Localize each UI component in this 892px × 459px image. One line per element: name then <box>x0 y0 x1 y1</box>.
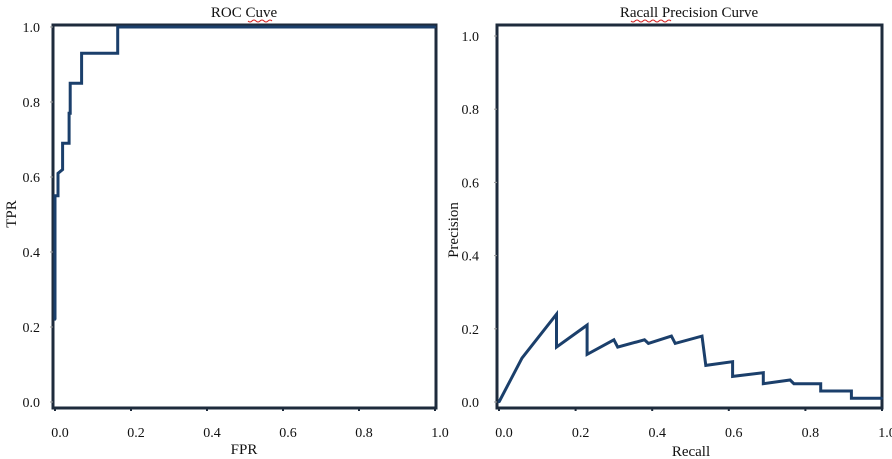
roc-title: ROC Cuve <box>211 5 278 21</box>
roc-curve-point <box>80 52 83 55</box>
roc-axes-frame <box>51 23 438 410</box>
roc-curve-point <box>53 318 57 321</box>
pr-curve-line <box>497 309 882 403</box>
pr-curve-point <box>731 375 734 378</box>
roc-curve-point <box>67 142 71 145</box>
roc-ytick-label: 0.6 <box>23 171 41 186</box>
pr-xtick-label: 0.2 <box>572 426 590 441</box>
precision-recall-panel: Racall Precision Curve Recall Precision … <box>446 5 892 459</box>
pr-curve-point <box>585 353 589 356</box>
pr-curve-point <box>700 334 704 338</box>
pr-xlabel: Recall <box>672 444 710 459</box>
pr-curve-point <box>673 342 677 345</box>
pr-curve-point <box>497 400 501 404</box>
roc-curve-point <box>80 82 83 85</box>
roc-ytick-label: 0.8 <box>23 96 41 111</box>
roc-curve-point <box>56 194 60 197</box>
pr-curve-point <box>762 371 765 374</box>
roc-curve-line <box>53 25 435 320</box>
roc-curve-point <box>69 82 72 85</box>
pr-title: Racall Precision Curve <box>620 5 759 21</box>
roc-curve-point <box>116 25 119 29</box>
roc-ytick-label: 1.0 <box>23 21 41 36</box>
pr-curve-point <box>788 378 792 382</box>
pr-curve-point <box>585 323 589 327</box>
pr-curve-point <box>555 312 558 316</box>
pr-curve-point <box>520 356 524 360</box>
pr-ytick-label: 0.4 <box>462 250 480 265</box>
roc-xtick-label: 0.4 <box>203 426 221 441</box>
pr-ytick-label: 0.6 <box>462 176 480 191</box>
roc-curve-point <box>69 112 72 115</box>
pr-curve-point <box>731 360 734 363</box>
pr-curve-point <box>670 334 673 338</box>
roc-xtick-label: 0.8 <box>355 426 373 441</box>
pr-xtick-label: 1.0 <box>878 426 892 441</box>
pr-ylabel: Precision <box>446 202 462 258</box>
roc-ytick-label: 0.4 <box>23 246 41 261</box>
pr-curve-point <box>704 364 708 367</box>
roc-xtick-label: 1.0 <box>431 426 449 441</box>
pr-xtick-label: 0.6 <box>725 426 743 441</box>
pr-curve-point <box>850 397 853 400</box>
roc-curve-point <box>116 52 119 55</box>
pr-curve-point <box>612 338 616 341</box>
pr-ytick-label: 0.8 <box>462 103 480 118</box>
pr-ytick-label: 1.0 <box>462 30 480 45</box>
pr-ytick-label: 0.0 <box>462 396 480 411</box>
pr-curve-point <box>880 397 884 400</box>
roc-xtick-label: 0.2 <box>127 426 145 441</box>
pr-xtick-label: 0.8 <box>802 426 820 441</box>
roc-xlabel: FPR <box>231 442 258 458</box>
roc-ytick-label: 0.0 <box>23 396 41 411</box>
roc-xtick-label: 0.0 <box>51 426 69 441</box>
roc-panel: ROC Cuve FPR TPR 0.0 0.2 0.4 0.6 0.8 1.0 0.0 0.… <box>4 5 449 458</box>
pr-curve-point <box>616 345 619 349</box>
roc-curve-point <box>56 172 60 175</box>
pr-xtick-label: 0.4 <box>648 426 666 441</box>
pr-curve-point <box>792 382 796 385</box>
pr-curve-point <box>643 338 646 341</box>
pr-curve-point <box>555 345 558 349</box>
roc-xtick-label: 0.6 <box>279 426 297 441</box>
roc-curve-point <box>61 168 64 171</box>
roc-ytick-label: 0.2 <box>23 321 41 336</box>
pr-curve-point <box>819 389 822 393</box>
pr-title-spellcheck-underline <box>630 19 672 23</box>
pr-ytick-label: 0.2 <box>462 323 480 338</box>
pr-curve-point <box>762 382 765 385</box>
roc-curve-point <box>53 194 57 197</box>
pr-curve-point <box>850 389 853 393</box>
pr-axes-frame <box>495 23 884 410</box>
roc-ylabel: TPR <box>4 200 20 228</box>
pr-curve-point <box>647 342 650 345</box>
pr-xtick-label: 0.0 <box>495 426 513 441</box>
roc-curve-point <box>433 25 437 29</box>
roc-curve-point <box>61 142 64 145</box>
pr-curve-point <box>819 382 822 385</box>
roc-title-spellcheck-underline <box>247 19 273 23</box>
